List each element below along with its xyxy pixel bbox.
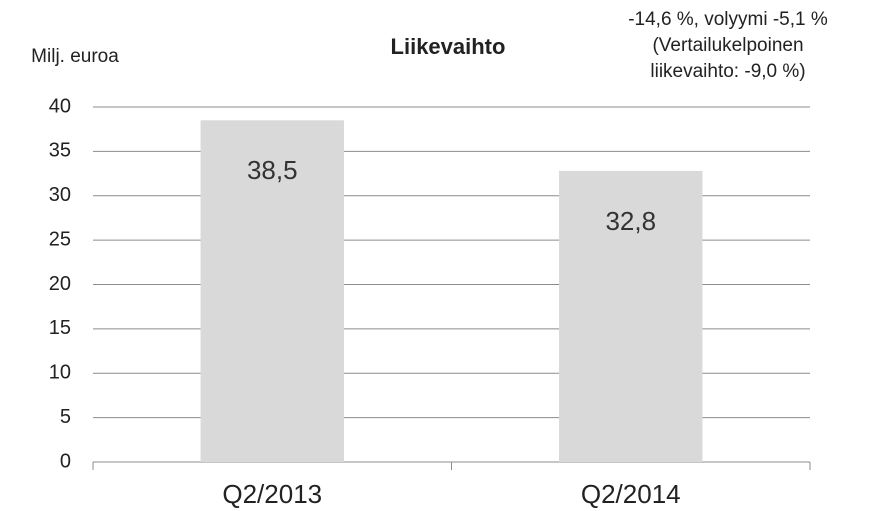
y-tick-label: 35: [49, 140, 71, 162]
y-tick-label: 15: [49, 317, 71, 339]
y-axis-label: Milj. euroa: [31, 46, 119, 67]
y-tick-label: 10: [49, 362, 71, 384]
bar: [200, 120, 344, 462]
y-tick-label: 20: [49, 273, 71, 295]
annotation: -14,6 %, volyymi -5,1 %: [628, 9, 828, 30]
y-tick-label: 25: [49, 228, 71, 250]
bar: [559, 170, 703, 462]
y-tick-label: 0: [60, 450, 71, 472]
x-tick-label: Q2/2013: [222, 479, 322, 509]
data-label: 32,8: [605, 206, 656, 236]
data-label: 38,5: [247, 155, 298, 185]
x-tick-label: Q2/2014: [581, 479, 681, 509]
y-tick-label: 30: [49, 184, 71, 206]
y-tick-label: 40: [49, 95, 71, 117]
y-tick-label: 5: [60, 406, 71, 428]
annotation: (Vertailukelpoinen: [652, 35, 803, 56]
annotation: liikevaihto: -9,0 %): [650, 61, 805, 82]
chart-title: Liikevaihto: [391, 34, 506, 59]
